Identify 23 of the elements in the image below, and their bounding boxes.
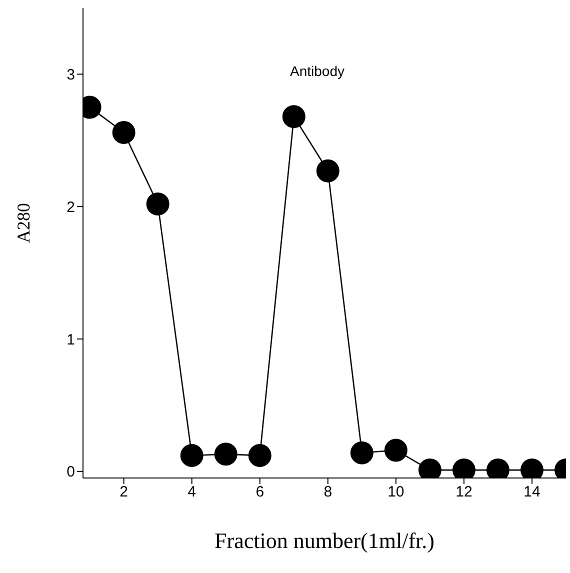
point xyxy=(350,441,374,464)
x-tick-label: 10 xyxy=(388,484,404,501)
point xyxy=(384,438,408,462)
x-tick-label: 6 xyxy=(256,484,264,501)
y-tick-label: 0 xyxy=(66,464,75,481)
point xyxy=(282,105,306,128)
x-tick-label: 4 xyxy=(188,484,196,501)
x-tick-label: 8 xyxy=(324,484,332,501)
point xyxy=(180,444,204,467)
annotation: Antibody xyxy=(290,63,344,79)
point xyxy=(214,442,238,466)
point xyxy=(146,192,170,216)
y-axis-title: A280 xyxy=(13,203,34,243)
y-tick-label: 3 xyxy=(66,66,75,84)
x-axis-title: Fraction number(1ml/fr.) xyxy=(214,528,434,553)
x-tick-label: 2 xyxy=(120,484,128,501)
x-tick-label: 12 xyxy=(456,484,472,501)
point xyxy=(248,444,272,467)
y-tick-label: 1 xyxy=(66,331,75,348)
point xyxy=(112,120,136,144)
point xyxy=(316,159,340,182)
x-tick-label: 14 xyxy=(524,484,540,501)
y-tick-label: 2 xyxy=(66,198,75,216)
